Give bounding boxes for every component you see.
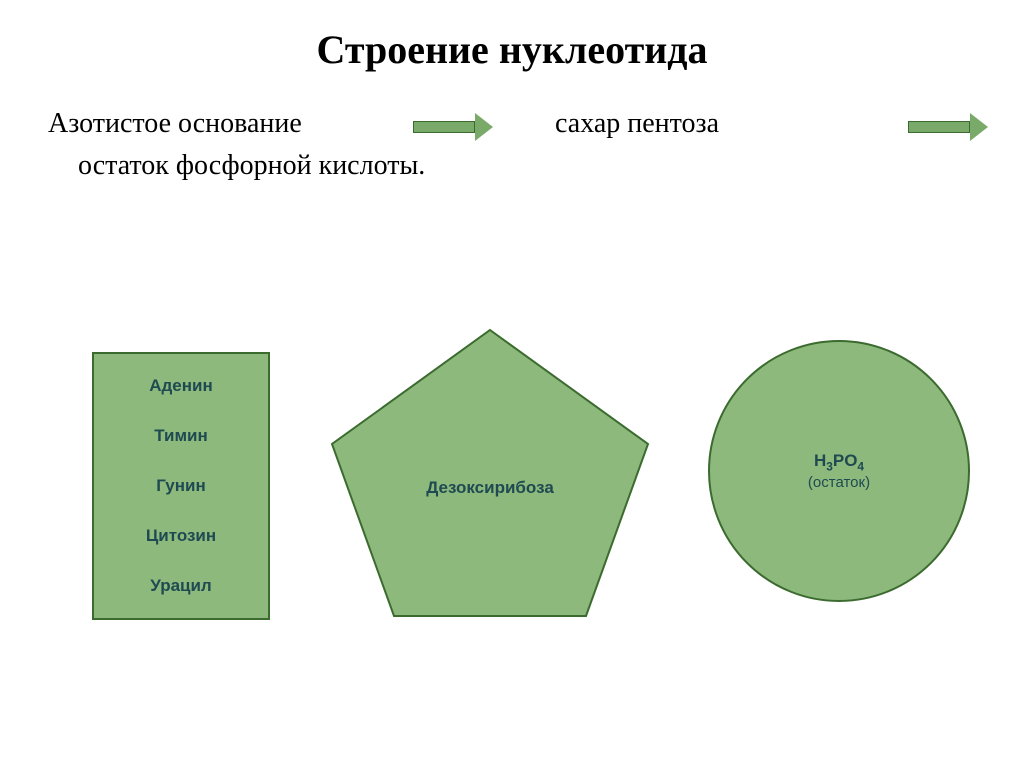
- pentagon-svg: [330, 328, 650, 618]
- arrow-2: [908, 113, 988, 141]
- arrow-1-head: [475, 113, 493, 141]
- base-item-uracil: Урацил: [150, 576, 211, 596]
- shape-circle-phosphate: H3PO4 (остаток): [708, 340, 970, 602]
- base-item-thymine: Тимин: [154, 426, 207, 446]
- base-item-cytosine: Цитозин: [146, 526, 216, 546]
- flow-text-nitrogenous-base: Азотистое основание: [48, 108, 302, 140]
- base-item-guanine: Гунин: [156, 476, 205, 496]
- shape-rectangle-bases: Аденин Тимин Гунин Цитозин Урацил: [92, 352, 270, 620]
- flow-text-sugar-pentose: сахар пентоза: [555, 108, 719, 140]
- slide-title: Строение нуклеотида: [0, 26, 1024, 73]
- arrow-1-body: [413, 121, 475, 133]
- flow-text-phosphate-residue: остаток фосфорной кислоты.: [78, 150, 425, 182]
- arrow-2-head: [970, 113, 988, 141]
- circle-sub-text: (остаток): [808, 474, 870, 491]
- arrow-2-body: [908, 121, 970, 133]
- pentagon-label: Дезоксирибоза: [330, 478, 650, 498]
- circle-formula: H3PO4: [814, 451, 864, 473]
- base-item-adenine: Аденин: [149, 376, 213, 396]
- shape-pentagon-deoxyribose: Дезоксирибоза: [330, 328, 650, 618]
- arrow-1: [413, 113, 493, 141]
- pentagon-polygon: [332, 330, 648, 616]
